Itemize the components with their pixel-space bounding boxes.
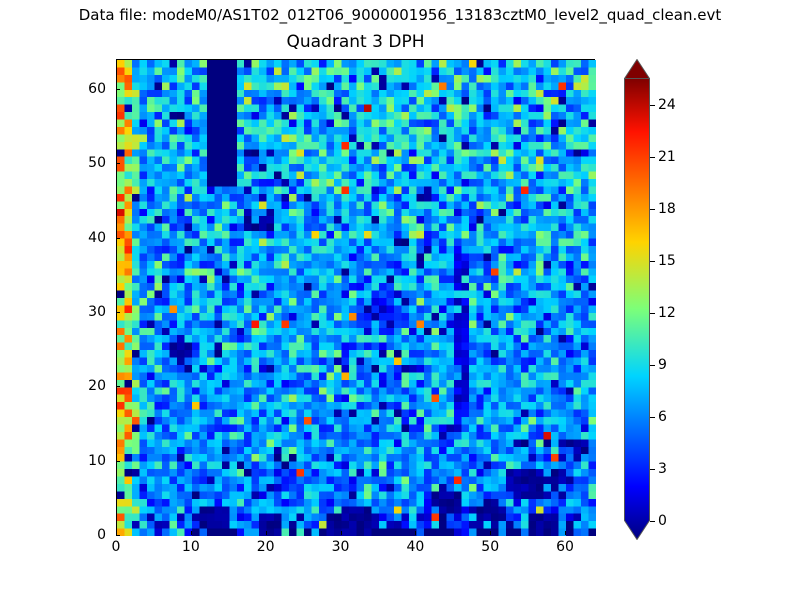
x-tick-label: 10	[181, 539, 200, 555]
x-tick-mark	[490, 531, 492, 535]
dph-heatmap-image	[117, 60, 596, 536]
x-tick-mark	[565, 531, 567, 535]
x-tick-label: 0	[111, 539, 121, 555]
y-tick-mark	[116, 237, 120, 239]
x-tick-label: 50	[481, 539, 500, 555]
x-tick-mark	[265, 531, 267, 535]
colorbar-tick-mark	[650, 416, 655, 418]
y-tick-mark	[116, 311, 120, 313]
y-tick-label: 0	[97, 527, 106, 543]
colorbar-tick-label: 0	[658, 512, 667, 529]
y-tick-label: 50	[88, 155, 106, 172]
colorbar-tick-label: 18	[658, 200, 676, 217]
colorbar-tick-mark	[650, 468, 655, 470]
y-tick-label: 40	[88, 229, 106, 246]
x-tick-label: 30	[331, 539, 350, 555]
heatmap-axes	[116, 59, 596, 536]
colorbar-tick-label: 15	[658, 252, 676, 269]
colorbar-tick-label: 12	[658, 304, 676, 321]
y-tick-mark	[116, 163, 120, 165]
colorbar-tick-mark	[650, 260, 655, 262]
y-tick-mark	[116, 88, 120, 90]
colorbar-over-arrow	[624, 59, 650, 79]
y-tick-label: 30	[88, 303, 106, 320]
colorbar-tick-mark	[650, 104, 655, 106]
x-tick-mark	[340, 531, 342, 535]
colorbar-tick-mark	[650, 208, 655, 210]
colorbar-tick-mark	[650, 520, 655, 522]
x-tick-label: 60	[556, 539, 574, 555]
colorbar	[624, 59, 650, 540]
colorbar-tick-mark	[650, 156, 655, 158]
y-tick-label: 20	[88, 378, 106, 395]
y-tick-label: 60	[88, 80, 106, 97]
page-title: Quadrant 3 DPH	[286, 32, 425, 52]
y-tick-label: 10	[88, 452, 106, 469]
colorbar-tick-label: 6	[658, 408, 667, 425]
colorbar-gradient	[624, 59, 650, 540]
x-tick-mark	[116, 531, 117, 535]
colorbar-tick-label: 21	[658, 148, 676, 165]
colorbar-tick-label: 24	[658, 96, 676, 113]
data-file-label: Data file: modeM0/AS1T02_012T06_90000019…	[78, 6, 722, 24]
y-tick-mark	[116, 460, 120, 462]
colorbar-tick-label: 3	[658, 460, 667, 477]
y-tick-mark	[116, 386, 120, 388]
x-tick-label: 20	[256, 539, 275, 555]
x-tick-label: 40	[406, 539, 425, 555]
x-tick-mark	[415, 531, 417, 535]
x-tick-mark	[190, 531, 192, 535]
y-tick-mark	[116, 535, 120, 536]
colorbar-tick-label: 9	[658, 356, 667, 373]
colorbar-tick-mark	[650, 364, 655, 366]
colorbar-tick-mark	[650, 312, 655, 314]
